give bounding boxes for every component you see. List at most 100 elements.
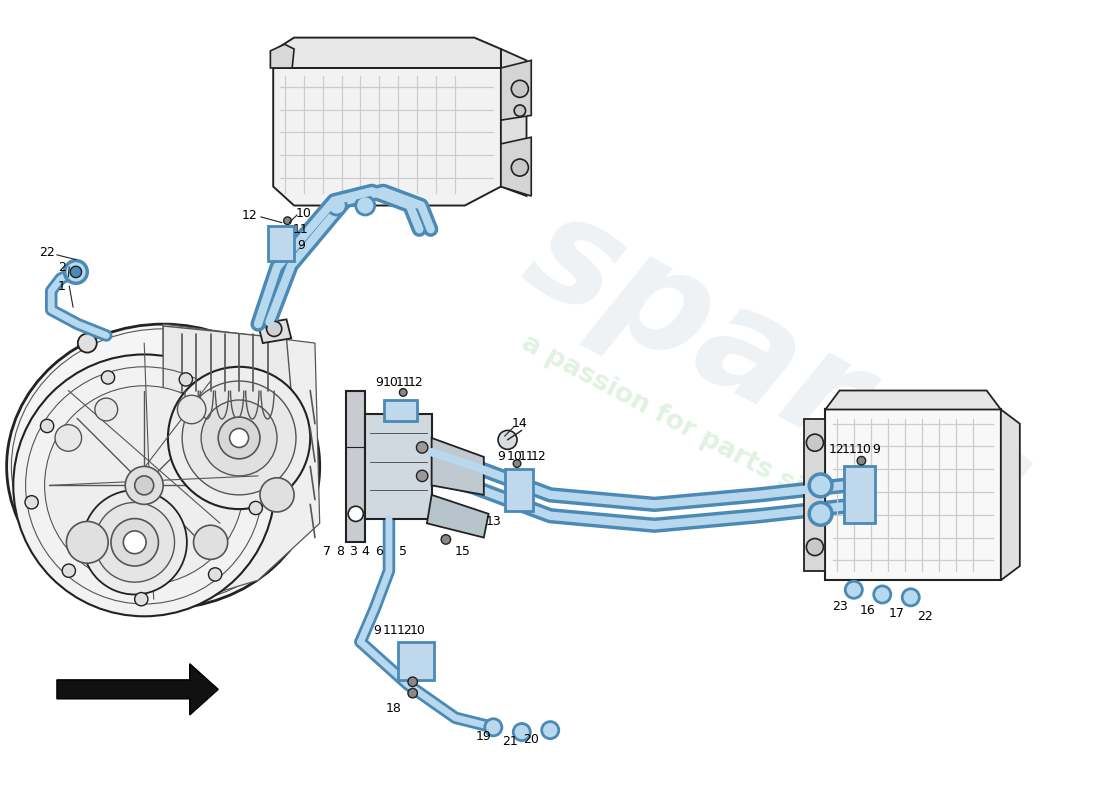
Polygon shape: [1001, 410, 1020, 580]
Polygon shape: [500, 49, 527, 196]
Circle shape: [328, 196, 346, 215]
Circle shape: [873, 586, 891, 603]
Circle shape: [399, 389, 407, 396]
Text: 6: 6: [375, 546, 384, 558]
Circle shape: [238, 424, 251, 438]
Polygon shape: [57, 664, 218, 715]
Text: 11: 11: [395, 377, 411, 390]
Circle shape: [512, 80, 528, 98]
Circle shape: [134, 593, 147, 606]
Circle shape: [201, 400, 277, 476]
Circle shape: [41, 419, 54, 433]
Circle shape: [209, 568, 222, 581]
Circle shape: [806, 434, 824, 451]
Text: 12: 12: [829, 443, 845, 456]
Polygon shape: [271, 44, 294, 68]
Text: 14: 14: [512, 418, 528, 430]
Text: 18: 18: [386, 702, 402, 715]
Text: 9: 9: [872, 443, 880, 456]
Circle shape: [55, 425, 81, 451]
Polygon shape: [500, 138, 531, 196]
Polygon shape: [825, 390, 1001, 410]
Text: 9: 9: [375, 377, 384, 390]
Circle shape: [78, 334, 97, 353]
Circle shape: [441, 534, 451, 544]
Circle shape: [514, 105, 526, 116]
Text: 11: 11: [843, 443, 858, 456]
Text: 12: 12: [242, 209, 257, 222]
Polygon shape: [431, 438, 484, 495]
Text: 19: 19: [476, 730, 492, 743]
Text: 10: 10: [856, 443, 871, 456]
Circle shape: [194, 526, 228, 559]
Circle shape: [485, 718, 502, 736]
Text: spares: spares: [503, 181, 1053, 562]
Circle shape: [183, 381, 296, 495]
Circle shape: [249, 502, 263, 514]
Circle shape: [417, 470, 428, 482]
Text: 15: 15: [455, 546, 471, 558]
Polygon shape: [273, 68, 500, 206]
Polygon shape: [384, 400, 417, 421]
Circle shape: [25, 496, 39, 509]
Polygon shape: [427, 495, 488, 538]
Text: 3: 3: [349, 546, 356, 558]
Circle shape: [177, 395, 206, 424]
Circle shape: [66, 522, 108, 563]
Circle shape: [218, 417, 260, 459]
Circle shape: [810, 502, 832, 526]
Text: 7: 7: [323, 546, 331, 558]
Circle shape: [514, 723, 530, 741]
Text: 9: 9: [297, 239, 305, 252]
Circle shape: [95, 502, 175, 582]
Circle shape: [810, 474, 832, 497]
Circle shape: [349, 506, 363, 522]
Text: 12: 12: [396, 624, 412, 637]
Circle shape: [284, 217, 292, 225]
Text: 9: 9: [497, 450, 505, 463]
Circle shape: [82, 490, 187, 594]
Text: 10: 10: [409, 624, 426, 637]
Circle shape: [355, 196, 375, 215]
Polygon shape: [398, 642, 434, 680]
Circle shape: [230, 429, 249, 447]
Circle shape: [857, 457, 866, 465]
Text: 10: 10: [506, 450, 522, 463]
Circle shape: [260, 478, 294, 512]
Text: 11: 11: [518, 450, 535, 463]
Polygon shape: [163, 324, 320, 609]
Circle shape: [408, 677, 417, 686]
Circle shape: [541, 722, 559, 738]
Polygon shape: [500, 60, 531, 120]
Text: 12: 12: [531, 450, 547, 463]
Text: 8: 8: [336, 546, 343, 558]
Circle shape: [63, 564, 76, 578]
Circle shape: [902, 589, 920, 606]
Text: 9: 9: [374, 624, 382, 637]
Circle shape: [13, 354, 275, 616]
Polygon shape: [505, 470, 534, 511]
Circle shape: [95, 398, 118, 421]
Circle shape: [101, 371, 114, 384]
Circle shape: [417, 442, 428, 453]
Text: 22: 22: [917, 610, 933, 622]
Circle shape: [168, 366, 310, 509]
Text: 11: 11: [293, 222, 309, 236]
Text: 23: 23: [832, 600, 847, 614]
Ellipse shape: [7, 324, 320, 609]
Polygon shape: [258, 319, 292, 343]
Text: 5: 5: [399, 546, 407, 558]
Text: 20: 20: [524, 733, 539, 746]
Polygon shape: [825, 410, 1001, 580]
Circle shape: [266, 322, 282, 337]
Circle shape: [514, 460, 520, 467]
Text: 22: 22: [40, 246, 55, 259]
Text: 1: 1: [57, 280, 66, 293]
Text: 17: 17: [889, 607, 904, 620]
Circle shape: [70, 266, 81, 278]
Text: 10: 10: [383, 377, 399, 390]
Text: a passion for parts since 1985: a passion for parts since 1985: [517, 330, 925, 564]
Circle shape: [806, 538, 824, 555]
Text: 2: 2: [57, 261, 66, 274]
Polygon shape: [804, 419, 825, 570]
